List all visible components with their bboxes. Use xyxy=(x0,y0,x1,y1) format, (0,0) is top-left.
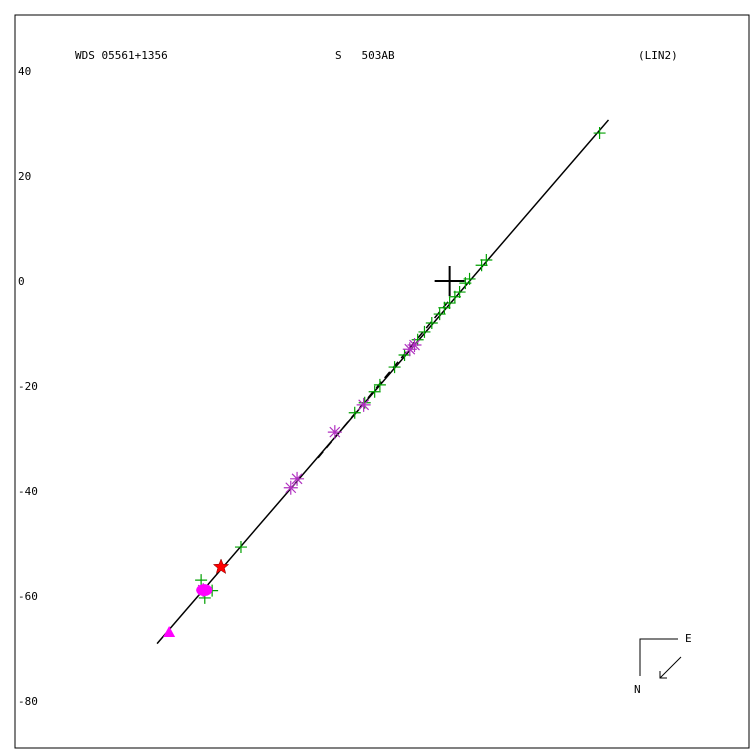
compass-arrowhead xyxy=(659,671,667,679)
ellipse-point xyxy=(196,584,213,597)
plus-point xyxy=(234,541,247,554)
y-tick-label: -60 xyxy=(18,590,38,603)
asterisk-point xyxy=(356,397,371,412)
plus-point xyxy=(358,396,371,409)
fit-line xyxy=(317,299,451,459)
primary-marker xyxy=(434,266,465,297)
plus-point xyxy=(475,259,488,272)
plus-point xyxy=(398,349,411,362)
compass-axes xyxy=(639,638,678,676)
y-tick-label: -20 xyxy=(18,380,38,393)
plus-point xyxy=(348,406,361,419)
plus-point xyxy=(448,290,461,303)
y-tick-label: 20 xyxy=(18,170,31,183)
plus-point xyxy=(418,325,431,338)
compass-north: N xyxy=(634,683,641,696)
y-tick-label: -80 xyxy=(18,695,38,708)
plus-point xyxy=(411,333,424,346)
annotation: (LIN2) xyxy=(638,49,678,62)
plus-point xyxy=(425,316,438,329)
plus-point xyxy=(388,361,401,374)
plot-frame xyxy=(14,14,750,749)
chart-subtitle: S 503AB xyxy=(335,49,395,62)
y-tick-label: -40 xyxy=(18,485,38,498)
plus-point xyxy=(453,286,466,299)
fit-line xyxy=(156,119,610,645)
plus-point xyxy=(373,378,386,391)
asterisk-point xyxy=(327,425,342,440)
plus-point xyxy=(480,254,493,267)
y-tick-label: 40 xyxy=(18,65,31,78)
y-tick-label: 0 xyxy=(18,275,25,288)
plus-point xyxy=(368,385,381,398)
compass-arrow xyxy=(659,656,682,679)
asterisk-point xyxy=(402,342,417,357)
triangle-point xyxy=(163,626,176,638)
plus-point xyxy=(459,277,472,290)
star-point xyxy=(212,558,230,574)
plus-point xyxy=(443,297,456,310)
compass-east: E xyxy=(685,632,692,645)
plus-point xyxy=(433,308,446,321)
plus-point xyxy=(593,127,606,140)
chart-title: WDS 05561+1356 xyxy=(75,49,168,62)
asterisk-point xyxy=(283,480,298,495)
plus-point xyxy=(195,574,208,587)
asterisk-point xyxy=(290,471,305,486)
plus-point xyxy=(438,301,451,314)
compass: E N xyxy=(634,632,692,696)
